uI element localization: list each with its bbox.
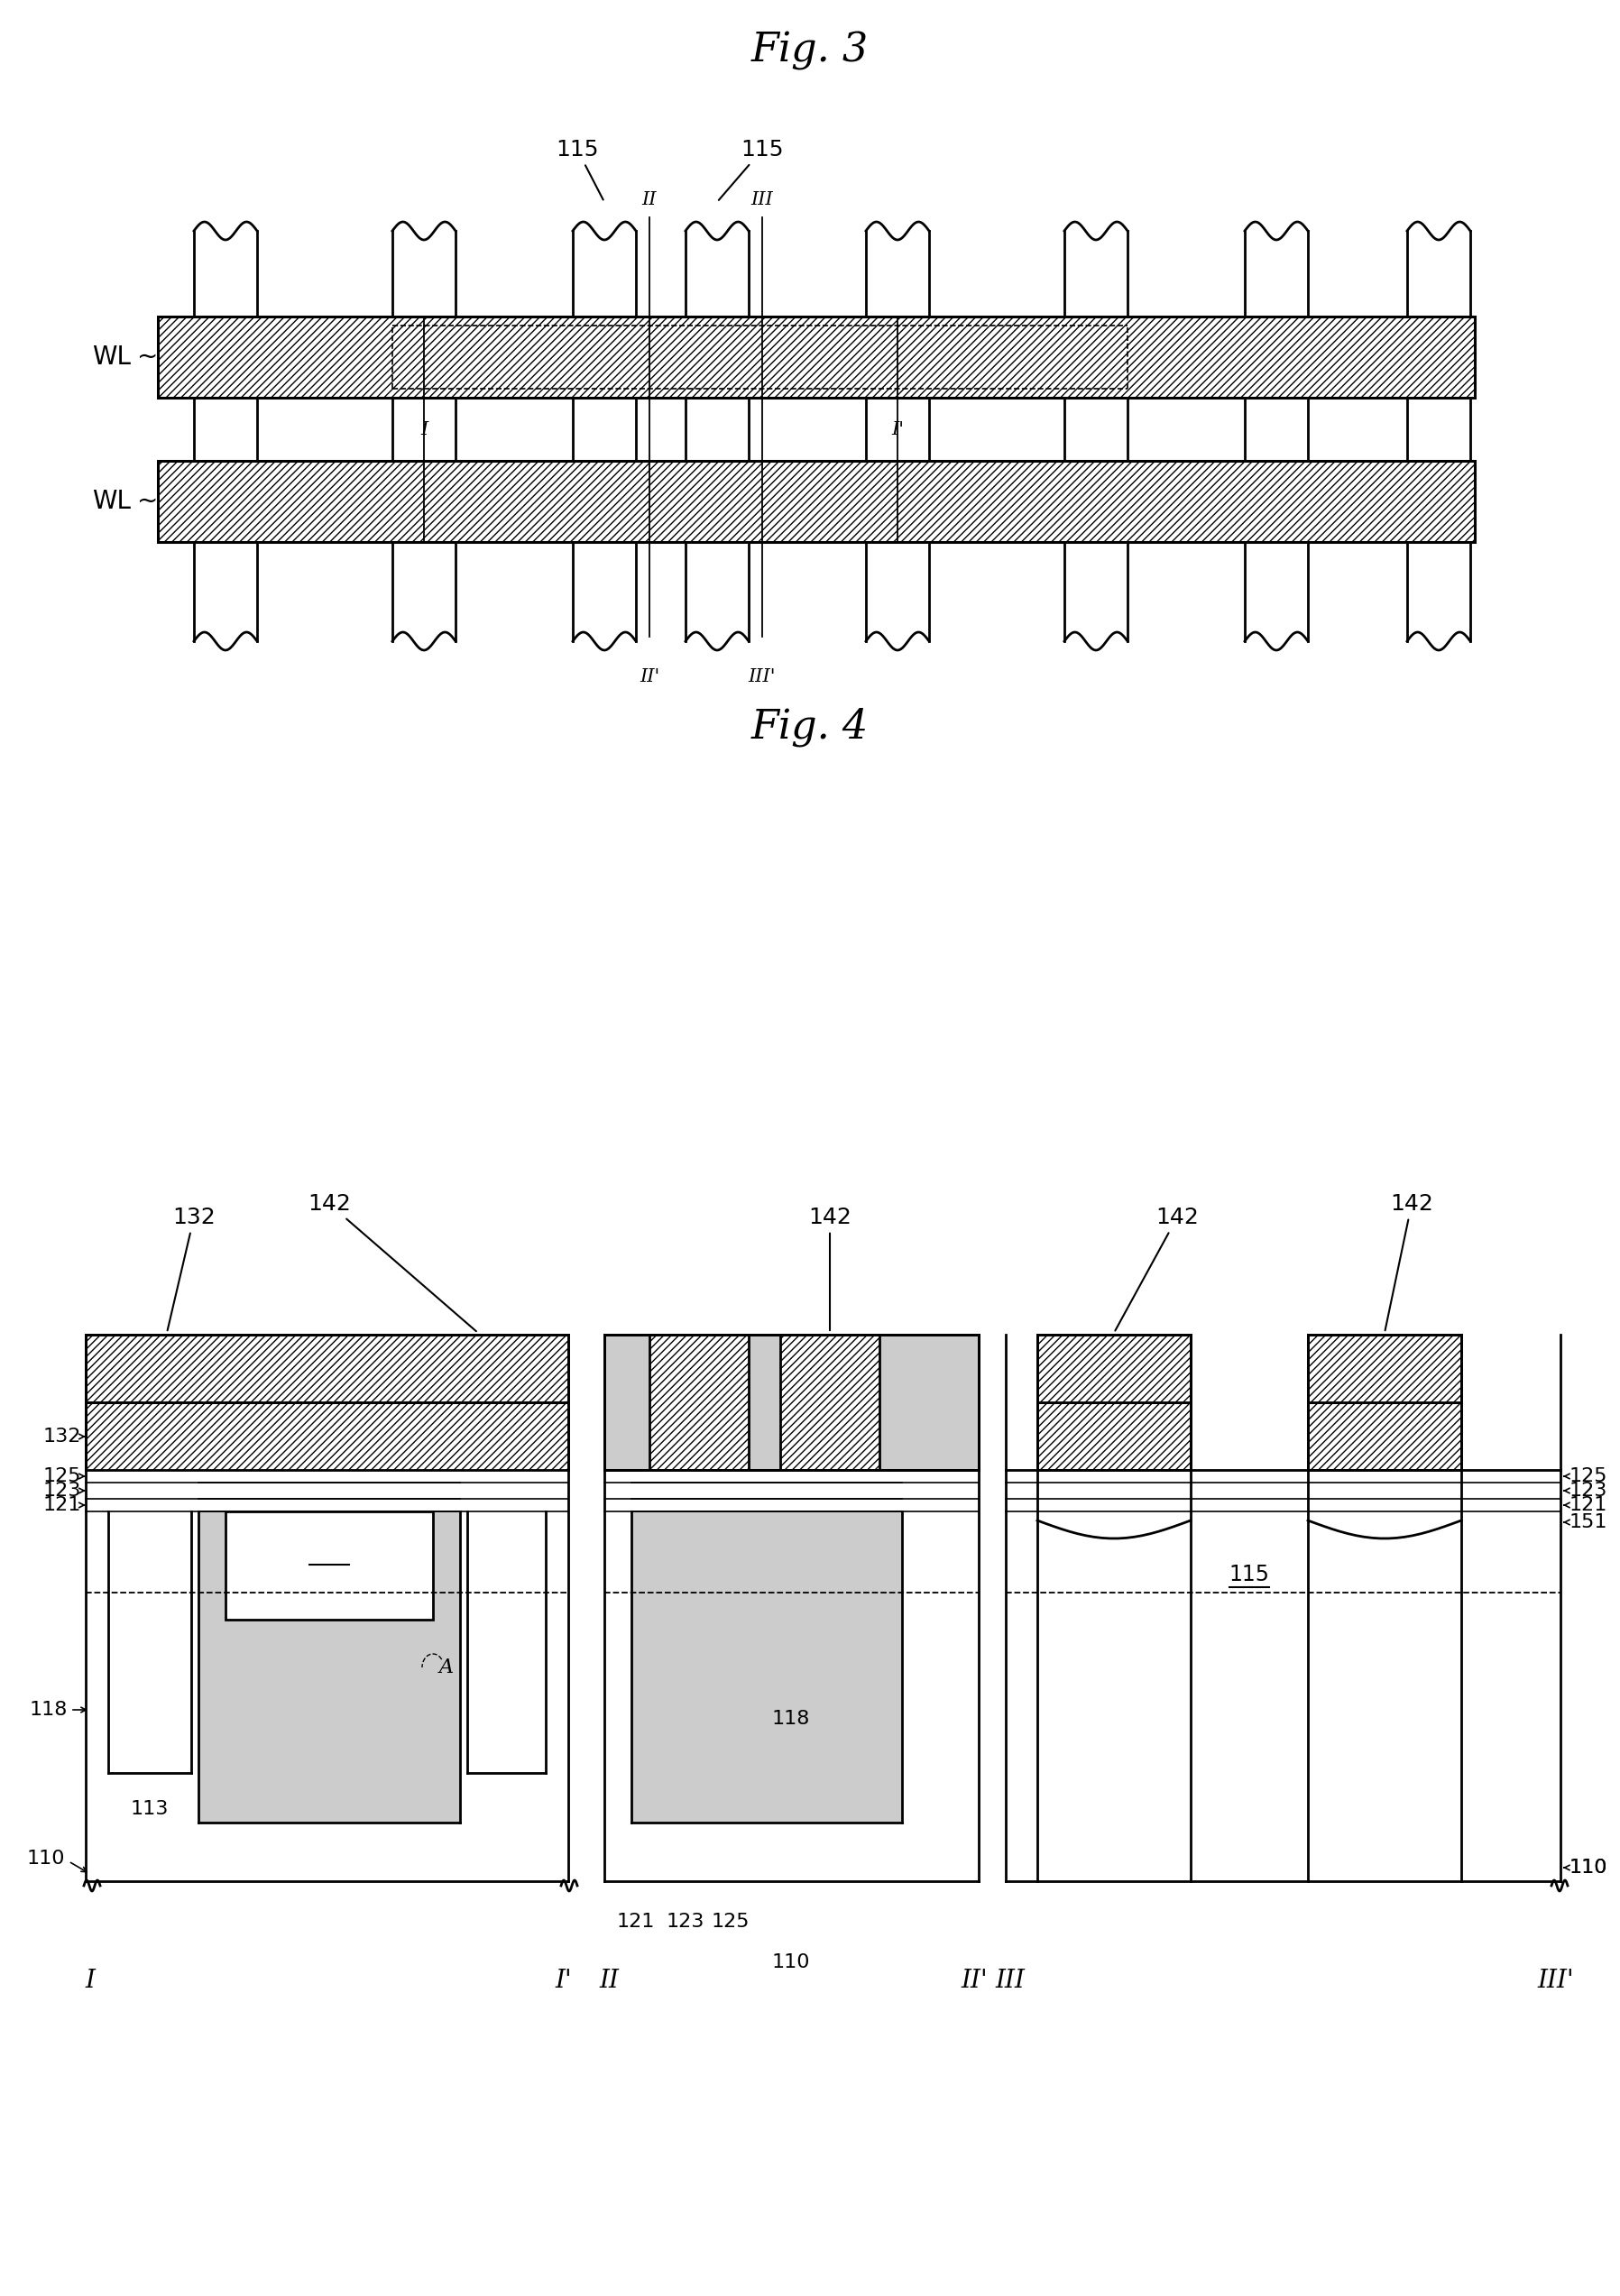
Text: Fig. 4: Fig. 4 — [752, 707, 868, 746]
Bar — [198, 1511, 460, 1823]
Text: 121: 121 — [617, 1913, 654, 1931]
Text: 115: 115 — [556, 138, 603, 200]
Text: 132: 132 — [735, 1437, 773, 1456]
Text: 123: 123 — [1570, 1481, 1607, 1499]
Bar — [86, 1403, 569, 1469]
Text: 123: 123 — [666, 1913, 705, 1931]
Text: III': III' — [1537, 1968, 1575, 1993]
Text: 125: 125 — [42, 1467, 81, 1486]
Bar — [650, 1334, 748, 1469]
Text: 151: 151 — [1570, 1513, 1607, 1531]
Bar — [632, 1511, 902, 1823]
Bar — [157, 317, 1474, 397]
Bar — [225, 1511, 433, 1619]
Text: 121: 121 — [44, 1497, 81, 1513]
Text: II': II' — [961, 1968, 988, 1993]
Bar — [198, 1511, 460, 1823]
Text: 125: 125 — [711, 1913, 750, 1931]
Text: 118: 118 — [773, 1711, 810, 1729]
Text: 110: 110 — [1570, 1860, 1607, 1876]
Text: I': I' — [556, 1968, 572, 1993]
Text: 110: 110 — [771, 1954, 810, 1972]
Text: 125: 125 — [1570, 1467, 1607, 1486]
Text: III: III — [995, 1968, 1025, 1993]
Text: III: III — [752, 191, 773, 209]
Text: 132: 132 — [44, 1428, 81, 1446]
Text: 123: 123 — [44, 1481, 81, 1499]
Text: WL: WL — [92, 489, 131, 514]
Text: 142: 142 — [308, 1194, 476, 1332]
Text: ~: ~ — [138, 489, 159, 514]
Bar — [198, 1511, 225, 1823]
Text: 132: 132 — [167, 1208, 215, 1329]
Text: A: A — [439, 1658, 454, 1678]
Text: 142: 142 — [808, 1208, 852, 1329]
Text: 110: 110 — [26, 1851, 65, 1867]
Text: 118: 118 — [29, 1701, 68, 1720]
Text: I: I — [86, 1968, 96, 1993]
Bar — [604, 1334, 978, 1469]
Text: WL: WL — [92, 344, 131, 370]
Text: 115: 115 — [309, 1545, 350, 1568]
Bar — [1037, 1334, 1191, 1403]
Bar — [1307, 1403, 1461, 1469]
Text: II': II' — [640, 668, 659, 687]
Text: 121: 121 — [1570, 1497, 1607, 1513]
Bar — [433, 1511, 460, 1823]
Text: Fig. 3: Fig. 3 — [752, 32, 868, 69]
Bar — [1037, 1403, 1191, 1469]
Text: I: I — [420, 420, 428, 439]
Text: 142: 142 — [1115, 1208, 1199, 1332]
Text: 115: 115 — [1230, 1564, 1270, 1584]
Text: 110: 110 — [1570, 1860, 1607, 1876]
Bar — [157, 461, 1474, 542]
Bar — [781, 1334, 880, 1469]
Text: III': III' — [748, 668, 776, 687]
Text: II: II — [642, 191, 656, 209]
Text: II: II — [599, 1968, 619, 1993]
Text: 142: 142 — [1385, 1194, 1434, 1329]
Bar — [1307, 1334, 1461, 1403]
Text: 113: 113 — [131, 1800, 168, 1818]
Text: 115: 115 — [719, 138, 784, 200]
Bar — [86, 1334, 569, 1403]
Text: I': I' — [891, 420, 904, 439]
Text: ~: ~ — [138, 344, 159, 370]
